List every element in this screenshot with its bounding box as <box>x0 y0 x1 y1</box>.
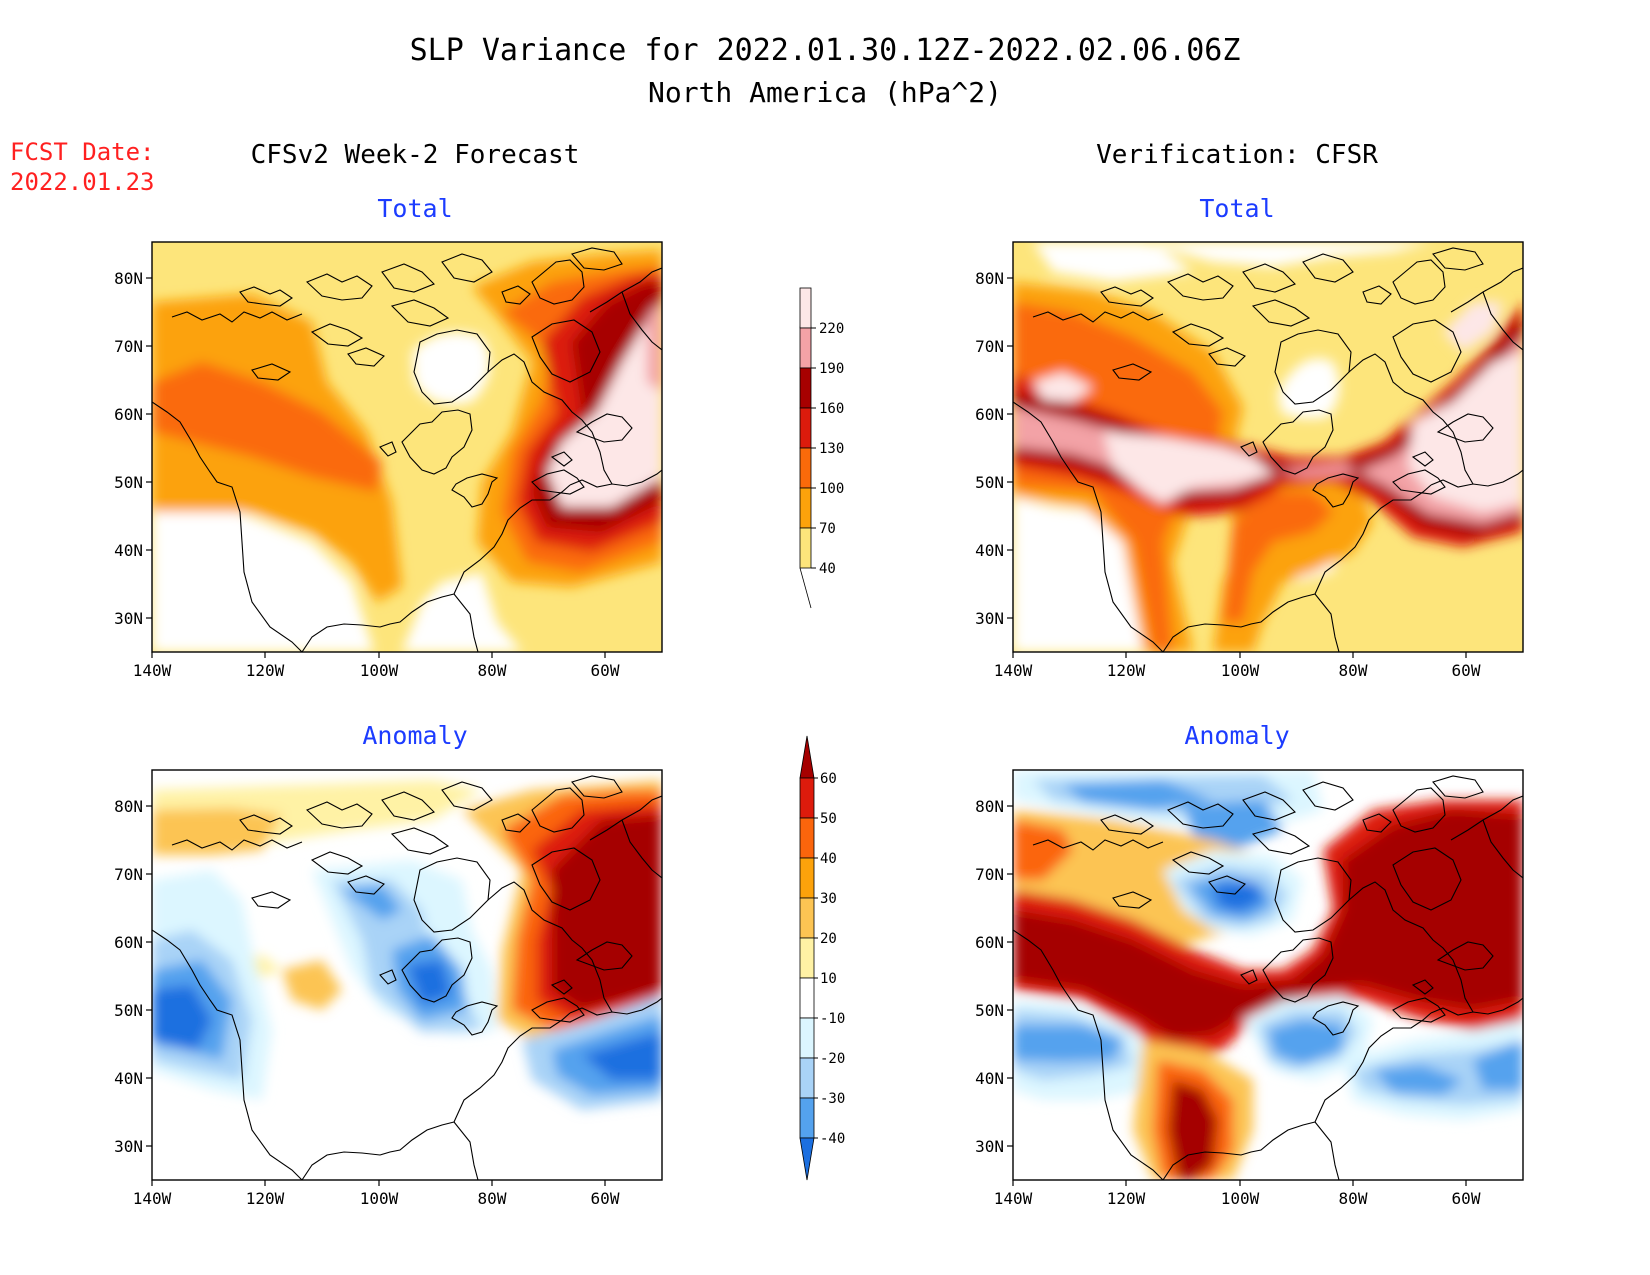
lon-tick-label: 80W <box>478 661 507 680</box>
colorbar-label: 30 <box>820 891 837 907</box>
panel-title-forecast-anomaly: Anomaly <box>362 721 467 750</box>
lon-tick-label: 140W <box>133 661 172 680</box>
lon-tick-label: 100W <box>360 661 399 680</box>
lon-tick-label: 140W <box>133 1189 172 1208</box>
map-verification-total <box>1012 241 1524 653</box>
lat-tick-label: 70N <box>114 865 143 884</box>
lon-tick-label: 140W <box>994 661 1033 680</box>
colorbar-bottom-arrow <box>799 1137 815 1181</box>
lon-tick-label: 120W <box>1107 661 1146 680</box>
panel-title-verification-anomaly: Anomaly <box>1184 721 1289 750</box>
lon-tick-label: 100W <box>1221 1189 1260 1208</box>
lat-tick-label: 30N <box>975 609 1004 628</box>
colorbar-label: -10 <box>820 1011 845 1027</box>
colorbar-label: 190 <box>819 361 844 377</box>
panel-title-verification-total: Total <box>1199 194 1274 223</box>
lat-tick-label: 50N <box>975 473 1004 492</box>
colorbar-top-arrow <box>799 735 815 779</box>
colorbar-swatch <box>799 407 812 449</box>
lat-tick-label: 80N <box>975 269 1004 288</box>
colorbar-label: 70 <box>819 521 836 537</box>
colorbar-label: 100 <box>819 481 844 497</box>
colorbar-swatch <box>799 327 812 369</box>
lon-tick-label: 80W <box>1339 1189 1368 1208</box>
fcst-date-value: 2022.01.23 <box>10 168 155 196</box>
colorbar-label: 160 <box>819 401 844 417</box>
colorbar-swatch <box>799 1097 815 1139</box>
lon-tick-label: 80W <box>1339 661 1368 680</box>
right-column-title: Verification: CFSR <box>1096 140 1378 170</box>
colorbar-anomaly: 60 50 40 30 20 10 -10 -20 -30 -40 <box>799 735 845 1181</box>
lon-tick-label: 60W <box>1452 1189 1481 1208</box>
lon-tick-label: 120W <box>246 661 285 680</box>
lat-tick-label: 40N <box>114 1069 143 1088</box>
colorbar-swatch <box>799 937 815 979</box>
lat-tick-label: 40N <box>114 541 143 560</box>
lon-tick-label: 140W <box>994 1189 1033 1208</box>
colorbar-swatch <box>799 527 812 569</box>
lat-tick-label: 50N <box>114 473 143 492</box>
lon-tick-label: 100W <box>360 1189 399 1208</box>
figure-title-line1: SLP Variance for 2022.01.30.12Z-2022.02.… <box>410 33 1241 68</box>
colorbar-swatch <box>799 817 815 859</box>
colorbar-swatch <box>799 857 815 899</box>
panel-title-forecast-total: Total <box>377 194 452 223</box>
lon-tick-label: 80W <box>478 1189 507 1208</box>
colorbar-swatch <box>799 367 812 409</box>
lat-tick-label: 60N <box>114 405 143 424</box>
lat-tick-label: 70N <box>975 337 1004 356</box>
lat-tick-label: 80N <box>975 797 1004 816</box>
colorbar-swatch <box>799 977 815 1019</box>
lon-tick-label: 120W <box>246 1189 285 1208</box>
lon-tick-label: 120W <box>1107 1189 1146 1208</box>
colorbar-label: 130 <box>819 441 844 457</box>
colorbar-swatch <box>799 777 815 819</box>
left-column-title: CFSv2 Week-2 Forecast <box>251 140 580 170</box>
colorbar-label: 10 <box>820 971 837 987</box>
colorbar-label: 40 <box>819 561 836 577</box>
lon-tick-label: 60W <box>591 661 620 680</box>
colorbar-swatch <box>799 897 815 939</box>
colorbar-label: 220 <box>819 321 844 337</box>
lat-tick-label: 40N <box>975 1069 1004 1088</box>
colorbar-label: 40 <box>820 851 837 867</box>
lat-tick-label: 30N <box>114 1137 143 1156</box>
colorbar-swatch <box>799 1057 815 1099</box>
lat-tick-label: 30N <box>114 609 143 628</box>
lat-tick-label: 40N <box>975 541 1004 560</box>
colorbar-swatch <box>799 287 812 329</box>
lat-tick-label: 70N <box>114 337 143 356</box>
lat-tick-label: 30N <box>975 1137 1004 1156</box>
lat-tick-label: 50N <box>114 1001 143 1020</box>
lon-tick-label: 60W <box>1452 661 1481 680</box>
colorbar-label: -40 <box>820 1131 845 1147</box>
lat-tick-label: 60N <box>114 933 143 952</box>
lat-tick-label: 80N <box>114 269 143 288</box>
colorbar-label: -30 <box>820 1091 845 1107</box>
colorbar-bottom-wedge <box>799 567 812 609</box>
lat-tick-label: 80N <box>114 797 143 816</box>
colorbar-swatch <box>799 447 812 489</box>
colorbar-label: 60 <box>820 771 837 787</box>
axes-layer: 80N 70N 60N 50N 40N 30N 140W 120W 100W 80W 60W 80N 7… <box>114 269 1481 1208</box>
colorbar-swatch <box>799 487 812 529</box>
colorbar-total: 220 190 160 130 100 70 40 <box>799 287 844 609</box>
lat-tick-label: 50N <box>975 1001 1004 1020</box>
lat-tick-label: 70N <box>975 865 1004 884</box>
lon-tick-label: 60W <box>591 1189 620 1208</box>
colorbar-swatch <box>799 1017 815 1059</box>
colorbar-label: -20 <box>820 1051 845 1067</box>
colorbar-label: 50 <box>820 811 837 827</box>
lat-tick-label: 60N <box>975 933 1004 952</box>
colorbar-label: 20 <box>820 931 837 947</box>
map-verification-anomaly <box>1012 769 1524 1181</box>
fcst-date-label: FCST Date: <box>10 138 155 166</box>
figure-title-line2: North America (hPa^2) <box>648 76 1002 109</box>
lat-tick-label: 60N <box>975 405 1004 424</box>
map-forecast-total <box>151 241 663 653</box>
lon-tick-label: 100W <box>1221 661 1260 680</box>
map-forecast-anomaly <box>151 769 663 1181</box>
